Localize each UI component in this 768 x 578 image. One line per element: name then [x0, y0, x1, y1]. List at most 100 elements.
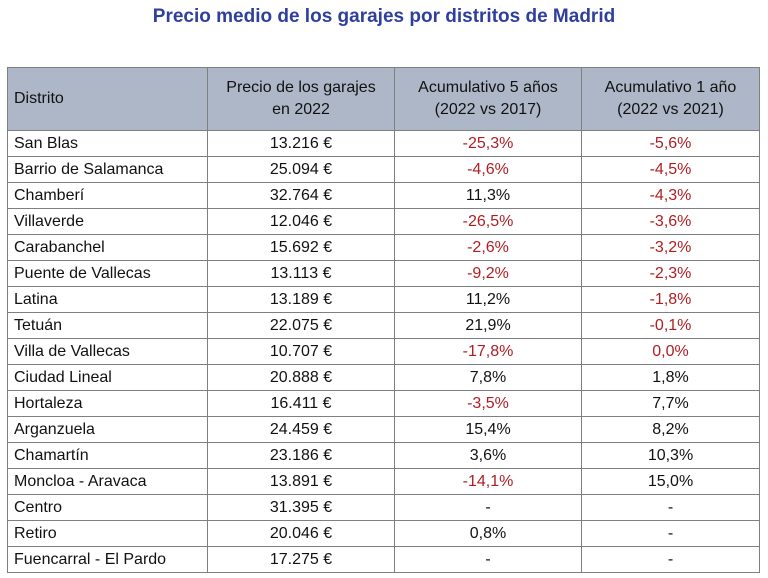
cell-precio: 23.186 € — [207, 442, 395, 469]
table-row: Tetuán 22.075 €21,9% -0,1% — [7, 312, 760, 339]
cell-acumulativo-1: -4,5% — [581, 156, 760, 183]
table-row: Latina 13.189 €11,2% -1,8% — [7, 286, 760, 313]
cell-precio: 10.707 € — [207, 338, 395, 365]
cell-precio: 13.216 € — [207, 130, 395, 157]
table-row: Villa de Vallecas 10.707 € -17,8% 0,0% — [7, 338, 760, 365]
table-row: Ciudad Lineal 20.888 €7,8% 1,8% — [7, 364, 760, 391]
cell-distrito: Centro — [7, 494, 208, 521]
cell-distrito: Ciudad Lineal — [7, 364, 208, 391]
cell-acumulativo-5: -26,5% — [394, 208, 582, 235]
cell-acumulativo-5: 11,2% — [394, 286, 582, 313]
cell-acumulativo-1: -4,3% — [581, 182, 760, 209]
cell-precio: 13.189 € — [207, 286, 395, 313]
cell-acumulativo-1: -1,8% — [581, 286, 760, 313]
cell-precio: 31.395 € — [207, 494, 395, 521]
header-distrito: Distrito — [7, 67, 208, 131]
cell-acumulativo-5: 0,8% — [394, 520, 582, 547]
cell-acumulativo-5: - — [394, 546, 582, 573]
cell-acumulativo-5: 21,9% — [394, 312, 582, 339]
cell-distrito: Chamberí — [7, 182, 208, 209]
cell-precio: 24.459 € — [207, 416, 395, 443]
header-line: Distrito — [14, 90, 64, 107]
cell-precio: 12.046 € — [207, 208, 395, 235]
table-row: Centro 31.395 € - - — [7, 494, 760, 521]
table-row: San Blas 13.216 € -25,3% -5,6% — [7, 130, 760, 157]
cell-acumulativo-1: - — [581, 546, 760, 573]
cell-precio: 15.692 € — [207, 234, 395, 261]
cell-acumulativo-1: -3,6% — [581, 208, 760, 235]
header-line: Acumulativo 5 años — [418, 79, 558, 96]
cell-distrito: Villa de Vallecas — [7, 338, 208, 365]
cell-precio: 32.764 € — [207, 182, 395, 209]
header-line: Precio de los garajes — [226, 79, 376, 96]
cell-acumulativo-5: -4,6% — [394, 156, 582, 183]
cell-acumulativo-5: -3,5% — [394, 390, 582, 417]
cell-distrito: Fuencarral - El Pardo — [7, 546, 208, 573]
header-acumulativo-5-anos: Acumulativo 5 años (2022 vs 2017) — [394, 67, 582, 131]
cell-acumulativo-5: -2,6% — [394, 234, 582, 261]
cell-acumulativo-1: - — [581, 494, 760, 521]
header-precio-2022: Precio de los garajes en 2022 — [207, 67, 395, 131]
cell-distrito: Arganzuela — [7, 416, 208, 443]
header-line: en 2022 — [272, 101, 330, 118]
cell-distrito: Moncloa - Aravaca — [7, 468, 208, 495]
cell-acumulativo-1: -2,3% — [581, 260, 760, 287]
table-row: Hortaleza 16.411 € -3,5% 7,7% — [7, 390, 760, 417]
table-row: Retiro 20.046 €0,8% - — [7, 520, 760, 547]
cell-acumulativo-5: 11,3% — [394, 182, 582, 209]
cell-precio: 25.094 € — [207, 156, 395, 183]
cell-acumulativo-5: -25,3% — [394, 130, 582, 157]
table-row: Moncloa - Aravaca 13.891 € -14,1% 15,0% — [7, 468, 760, 495]
cell-distrito: Carabanchel — [7, 234, 208, 261]
cell-acumulativo-1: 1,8% — [581, 364, 760, 391]
table-body: San Blas 13.216 € -25,3% -5,6% Barrio de Sal… — [7, 130, 760, 573]
cell-distrito: Retiro — [7, 520, 208, 547]
cell-acumulativo-5: -14,1% — [394, 468, 582, 495]
cell-acumulativo-1: -0,1% — [581, 312, 760, 339]
cell-acumulativo-1: -3,2% — [581, 234, 760, 261]
cell-acumulativo-1: 10,3% — [581, 442, 760, 469]
header-line: Acumulativo 1 año — [604, 79, 737, 96]
cell-acumulativo-5: - — [394, 494, 582, 521]
cell-acumulativo-1: 8,2% — [581, 416, 760, 443]
cell-acumulativo-5: -17,8% — [394, 338, 582, 365]
cell-precio: 17.275 € — [207, 546, 395, 573]
cell-distrito: Latina — [7, 286, 208, 313]
header-line: (2022 vs 2017) — [434, 101, 542, 118]
table-row: Barrio de Salamanca 25.094 € -4,6% -4,5% — [7, 156, 760, 183]
cell-distrito: Puente de Vallecas — [7, 260, 208, 287]
table-row: Carabanchel 15.692 € -2,6% -3,2% — [7, 234, 760, 261]
cell-distrito: San Blas — [7, 130, 208, 157]
garage-price-table: Distrito Precio de los garajes en 2022 Ac… — [7, 67, 760, 573]
header-line: (2022 vs 2021) — [617, 101, 724, 118]
cell-precio: 20.046 € — [207, 520, 395, 547]
cell-precio: 20.888 € — [207, 364, 395, 391]
cell-acumulativo-1: 0,0% — [581, 338, 760, 365]
cell-distrito: Villaverde — [7, 208, 208, 235]
cell-acumulativo-5: -9,2% — [394, 260, 582, 287]
cell-acumulativo-1: - — [581, 520, 760, 547]
cell-precio: 16.411 € — [207, 390, 395, 417]
cell-precio: 13.891 € — [207, 468, 395, 495]
cell-acumulativo-5: 15,4% — [394, 416, 582, 443]
cell-distrito: Chamartín — [7, 442, 208, 469]
cell-acumulativo-1: 15,0% — [581, 468, 760, 495]
cell-distrito: Hortaleza — [7, 390, 208, 417]
cell-distrito: Tetuán — [7, 312, 208, 339]
cell-acumulativo-5: 3,6% — [394, 442, 582, 469]
page-title: Precio medio de los garajes por distrito… — [152, 6, 616, 27]
table-row: Villaverde 12.046 € -26,5% -3,6% — [7, 208, 760, 235]
header-acumulativo-1-ano: Acumulativo 1 año (2022 vs 2021) — [581, 67, 760, 131]
table-row: Fuencarral - El Pardo 17.275 € - - — [7, 546, 760, 573]
cell-acumulativo-1: -5,6% — [581, 130, 760, 157]
cell-acumulativo-5: 7,8% — [394, 364, 582, 391]
cell-precio: 22.075 € — [207, 312, 395, 339]
table-row: Chamberí 32.764 €11,3% -4,3% — [7, 182, 760, 209]
table-header-row: Distrito Precio de los garajes en 2022 Ac… — [7, 67, 760, 131]
cell-acumulativo-1: 7,7% — [581, 390, 760, 417]
cell-distrito: Barrio de Salamanca — [7, 156, 208, 183]
table-row: Chamartín 23.186 €3,6% 10,3% — [7, 442, 760, 469]
table-row: Arganzuela 24.459 €15,4% 8,2% — [7, 416, 760, 443]
table-row: Puente de Vallecas 13.113 € -9,2% -2,3% — [7, 260, 760, 287]
cell-precio: 13.113 € — [207, 260, 395, 287]
